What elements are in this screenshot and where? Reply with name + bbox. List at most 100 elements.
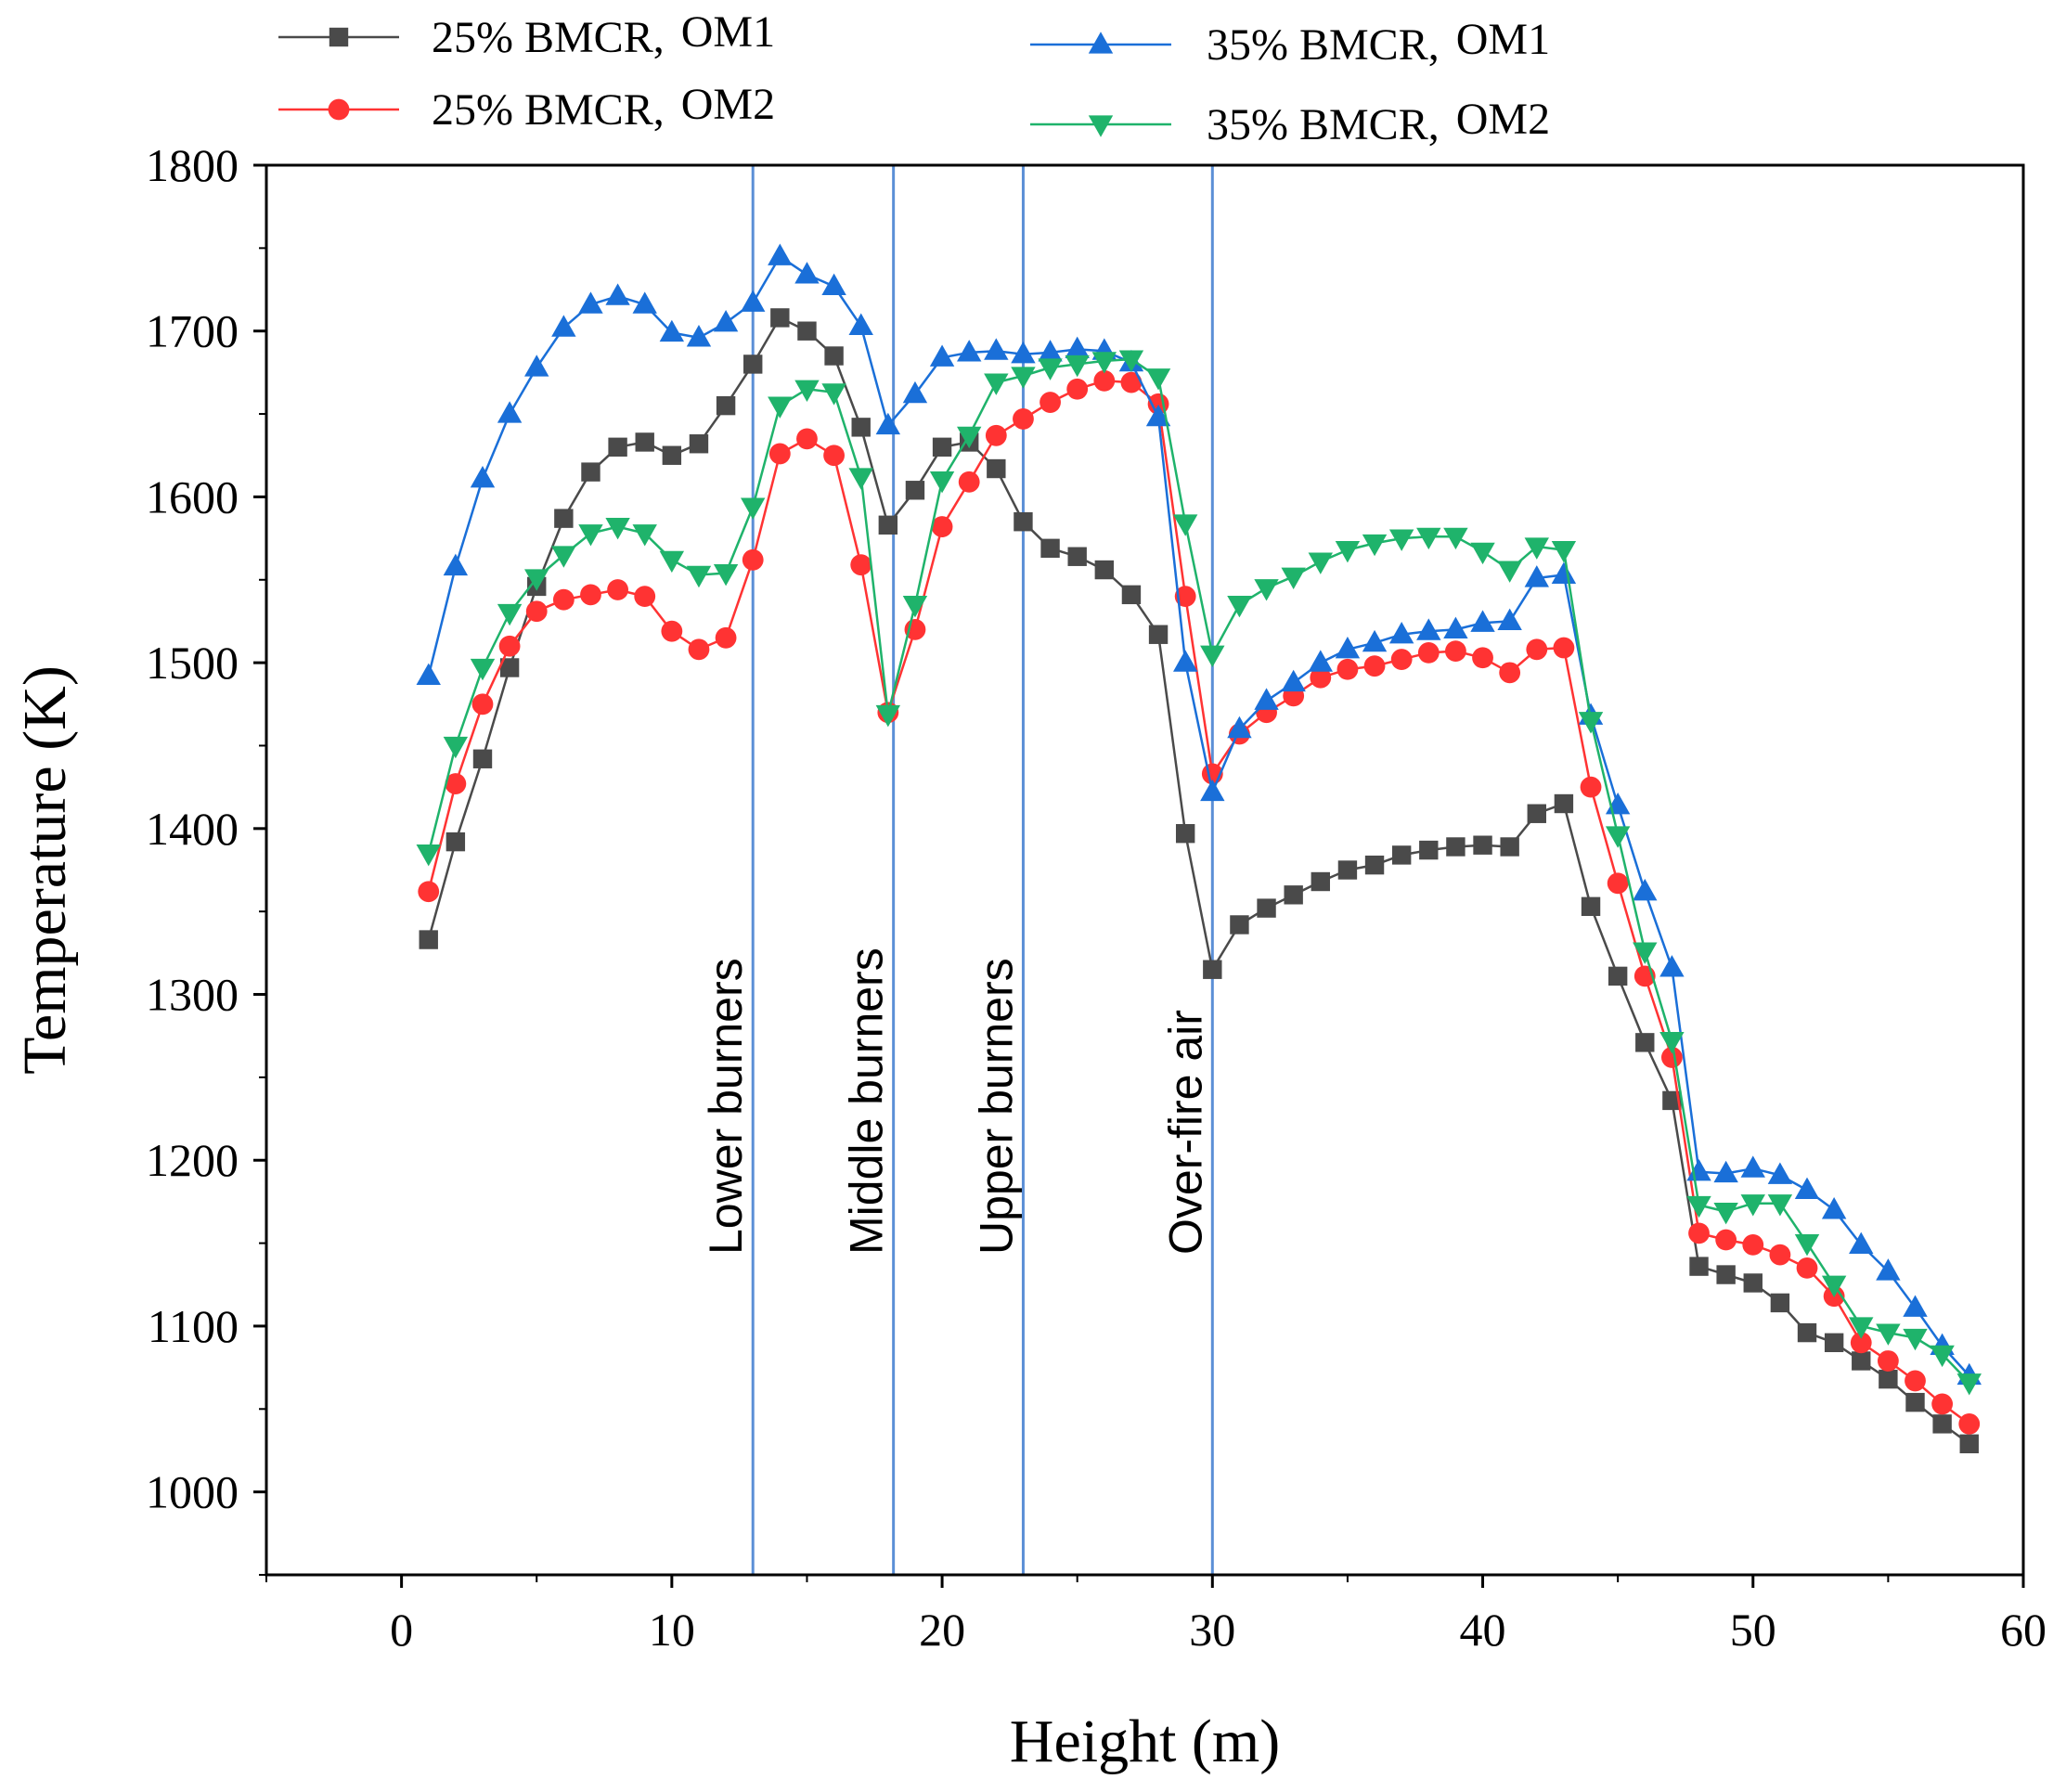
data-point <box>824 346 844 366</box>
data-point <box>1203 960 1222 979</box>
data-point <box>1551 540 1577 563</box>
data-point <box>1088 32 1114 54</box>
data-point <box>1742 1233 1764 1256</box>
data-point <box>1879 1369 1898 1389</box>
data-point <box>329 27 349 47</box>
data-point <box>1850 1332 1872 1354</box>
data-point <box>1362 534 1388 557</box>
data-point <box>470 658 496 681</box>
data-point <box>1903 1328 1928 1351</box>
data-point <box>1821 1197 1847 1219</box>
data-point <box>1470 542 1495 565</box>
data-point <box>796 428 818 450</box>
data-point <box>1230 915 1249 935</box>
y-tick-label: 1000 <box>146 1466 239 1518</box>
x-tick-label: 40 <box>1460 1604 1506 1656</box>
data-point <box>659 550 685 574</box>
data-point <box>443 553 469 576</box>
data-point <box>985 424 1007 446</box>
data-point <box>1336 658 1359 680</box>
data-point <box>902 595 928 618</box>
data-point <box>984 373 1009 395</box>
data-point <box>1743 1273 1763 1293</box>
y-axis-ticks: 1000 1100 1200 1300 1400 1500 1600 1700 1800 <box>146 139 266 1576</box>
data-point <box>1257 898 1276 918</box>
data-point <box>1769 1244 1791 1266</box>
y-tick-label: 1700 <box>146 305 239 357</box>
data-point <box>797 321 817 341</box>
data-point <box>1227 595 1252 618</box>
y-axis-title: Temperature (K) <box>11 665 79 1075</box>
data-point <box>1040 538 1060 559</box>
data-point <box>1551 561 1577 585</box>
data-point <box>1931 1393 1954 1415</box>
data-point <box>1281 567 1306 589</box>
data-point <box>1416 527 1441 550</box>
data-point <box>498 635 521 657</box>
y-tick-label: 1100 <box>148 1300 239 1352</box>
legend-label-main: 35% BMCR, <box>1207 100 1440 149</box>
data-point <box>958 471 980 493</box>
data-point <box>741 497 766 520</box>
x-tick-label: 30 <box>1189 1604 1235 1656</box>
x-axis-title: Height (m) <box>1010 1708 1280 1775</box>
data-point <box>902 380 928 404</box>
data-point <box>1311 871 1330 892</box>
data-point <box>1554 793 1574 814</box>
data-point <box>1740 1194 1765 1217</box>
data-point <box>848 468 873 490</box>
data-point <box>328 98 350 121</box>
data-point <box>1797 1322 1817 1343</box>
data-point <box>1254 688 1279 710</box>
data-point <box>713 309 739 332</box>
data-point <box>1876 1258 1901 1281</box>
vertical-markers: Lower burners Middle burners Upper burners… <box>700 165 1214 1575</box>
data-point <box>1794 1233 1820 1257</box>
data-point <box>875 704 901 728</box>
data-point <box>715 626 737 649</box>
legend-item: 25% BMCR, OM1 <box>278 7 775 62</box>
data-point <box>1715 1229 1737 1251</box>
data-point <box>686 565 712 588</box>
data-point <box>1310 666 1332 689</box>
data-point <box>634 586 656 608</box>
series-4 <box>416 350 1982 1396</box>
data-point <box>1011 341 1036 364</box>
series-line <box>427 255 1970 1377</box>
data-point <box>878 515 898 535</box>
data-point <box>1335 637 1361 659</box>
data-point <box>1959 1434 1979 1454</box>
data-point <box>497 603 523 626</box>
data-point <box>1526 638 1548 661</box>
data-point <box>875 412 901 435</box>
data-point <box>1716 1265 1736 1284</box>
data-point <box>1419 840 1439 860</box>
data-point <box>957 426 982 449</box>
data-point <box>821 273 846 296</box>
data-point <box>1038 358 1063 380</box>
data-point <box>1390 649 1413 670</box>
data-point <box>607 579 628 600</box>
series-line <box>427 380 1970 1425</box>
legend-label: 25% BMCR, OM1 <box>432 7 775 62</box>
data-point <box>1443 616 1468 638</box>
data-point <box>416 844 441 867</box>
data-point <box>497 401 523 423</box>
data-point <box>1066 378 1089 400</box>
data-point <box>1930 1345 1955 1368</box>
data-point <box>688 638 710 661</box>
data-point <box>1852 1351 1871 1371</box>
x-tick-label: 20 <box>919 1604 965 1656</box>
data-point <box>524 569 549 591</box>
data-point <box>768 243 793 265</box>
data-point <box>1876 1323 1901 1346</box>
legend-label-main: 35% BMCR, <box>1207 20 1440 70</box>
data-point <box>1254 579 1279 601</box>
data-point <box>608 437 627 457</box>
data-point <box>1824 1333 1844 1353</box>
data-point <box>1607 872 1629 895</box>
data-point <box>686 325 712 347</box>
data-point <box>1661 1047 1683 1068</box>
data-point <box>768 443 791 465</box>
data-point <box>1794 1177 1820 1200</box>
